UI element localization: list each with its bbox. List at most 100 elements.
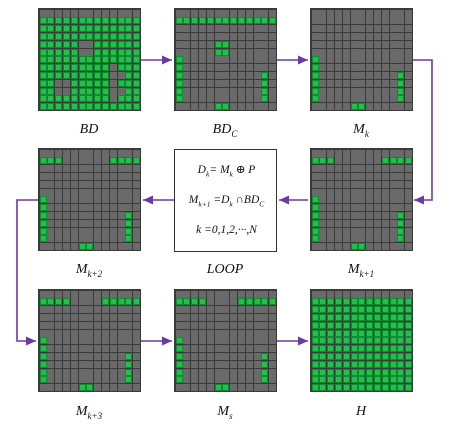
inactive-cell <box>311 103 319 111</box>
inactive-cell <box>381 95 389 103</box>
inactive-cell <box>70 219 78 227</box>
active-cell <box>350 321 358 329</box>
inactive-cell <box>405 48 413 56</box>
inactive-cell <box>109 172 117 180</box>
inactive-cell <box>245 290 253 298</box>
inactive-cell <box>342 188 350 196</box>
active-cell <box>70 64 78 72</box>
inactive-cell <box>62 352 70 360</box>
inactive-cell <box>350 32 358 40</box>
inactive-cell <box>237 95 245 103</box>
active-cell <box>350 384 358 392</box>
inactive-cell <box>62 188 70 196</box>
active-cell <box>358 298 366 306</box>
active-cell <box>334 337 342 345</box>
inactive-cell <box>350 9 358 17</box>
inactive-cell <box>381 180 389 188</box>
inactive-cell <box>206 71 214 79</box>
active-cell <box>358 360 366 368</box>
inactive-cell <box>261 306 269 314</box>
inactive-cell <box>405 243 413 251</box>
inactive-cell <box>327 227 335 235</box>
active-cell <box>237 17 245 25</box>
active-cell <box>366 368 374 376</box>
active-cell <box>389 313 397 321</box>
inactive-cell <box>358 211 366 219</box>
inactive-cell <box>55 172 63 180</box>
inactive-cell <box>358 64 366 72</box>
inactive-cell <box>109 329 117 337</box>
active-cell <box>405 337 413 345</box>
inactive-cell <box>261 337 269 345</box>
inactive-cell <box>47 313 55 321</box>
inactive-cell <box>191 306 199 314</box>
inactive-cell <box>245 87 253 95</box>
active-cell <box>86 32 94 40</box>
inactive-cell <box>366 9 374 17</box>
inactive-cell <box>94 149 102 157</box>
inactive-cell <box>101 306 109 314</box>
inactive-cell <box>86 9 94 17</box>
active-cell <box>397 360 405 368</box>
inactive-cell <box>342 103 350 111</box>
inactive-cell <box>78 352 86 360</box>
active-cell <box>78 103 86 111</box>
inactive-cell <box>117 306 125 314</box>
inactive-cell <box>327 48 335 56</box>
inactive-cell <box>39 306 47 314</box>
inactive-cell <box>133 384 141 392</box>
inactive-cell <box>397 172 405 180</box>
inactive-cell <box>133 196 141 204</box>
active-cell <box>94 95 102 103</box>
inactive-cell <box>101 204 109 212</box>
active-cell <box>62 64 70 72</box>
inactive-cell <box>222 56 230 64</box>
inactive-cell <box>101 196 109 204</box>
active-cell <box>319 321 327 329</box>
inactive-cell <box>311 9 319 17</box>
active-cell <box>327 352 335 360</box>
active-cell <box>94 25 102 33</box>
inactive-cell <box>198 384 206 392</box>
inactive-cell <box>117 180 125 188</box>
inactive-cell <box>350 165 358 173</box>
inactive-cell <box>222 376 230 384</box>
active-cell <box>366 313 374 321</box>
active-cell <box>389 345 397 353</box>
active-cell <box>245 17 253 25</box>
active-cell <box>117 64 125 72</box>
inactive-cell <box>62 384 70 392</box>
inactive-cell <box>206 337 214 345</box>
inactive-cell <box>94 204 102 212</box>
active-cell <box>405 298 413 306</box>
inactive-cell <box>222 329 230 337</box>
active-cell <box>358 321 366 329</box>
inactive-cell <box>245 368 253 376</box>
inactive-cell <box>366 219 374 227</box>
inactive-cell <box>222 337 230 345</box>
active-cell <box>109 298 117 306</box>
inactive-cell <box>319 32 327 40</box>
inactive-cell <box>381 243 389 251</box>
inactive-cell <box>55 352 63 360</box>
inactive-cell <box>183 376 191 384</box>
inactive-cell <box>366 180 374 188</box>
inactive-cell <box>253 290 261 298</box>
active-cell <box>366 329 374 337</box>
active-cell <box>311 313 319 321</box>
active-cell <box>373 376 381 384</box>
inactive-cell <box>261 64 269 72</box>
inactive-cell <box>125 290 133 298</box>
inactive-cell <box>389 64 397 72</box>
inactive-cell <box>70 313 78 321</box>
inactive-cell <box>175 103 183 111</box>
inactive-cell <box>62 306 70 314</box>
inactive-cell <box>86 321 94 329</box>
active-cell <box>198 17 206 25</box>
active-cell <box>389 368 397 376</box>
inactive-cell <box>191 376 199 384</box>
inactive-cell <box>55 165 63 173</box>
active-cell <box>125 219 133 227</box>
active-cell <box>350 376 358 384</box>
active-cell <box>117 103 125 111</box>
